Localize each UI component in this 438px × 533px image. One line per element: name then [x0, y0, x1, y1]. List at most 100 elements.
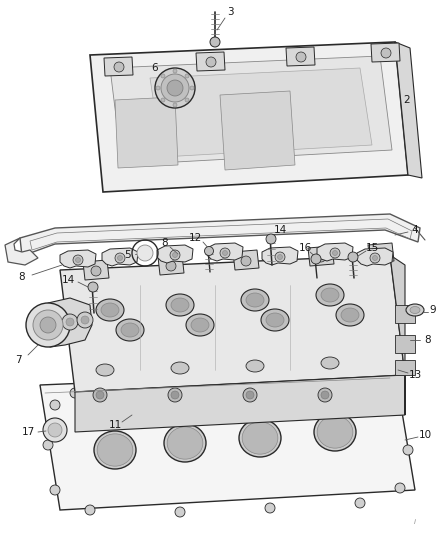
- Circle shape: [43, 418, 67, 442]
- Ellipse shape: [171, 362, 189, 374]
- Text: 4: 4: [411, 225, 417, 235]
- Circle shape: [190, 86, 194, 90]
- Circle shape: [354, 498, 364, 508]
- Circle shape: [88, 282, 98, 292]
- Bar: [394, 305, 414, 323]
- Circle shape: [161, 74, 165, 78]
- Circle shape: [85, 505, 95, 515]
- Circle shape: [26, 303, 70, 347]
- Ellipse shape: [316, 416, 352, 448]
- Ellipse shape: [405, 304, 423, 316]
- Ellipse shape: [240, 289, 268, 311]
- Ellipse shape: [409, 306, 419, 313]
- Text: 14: 14: [61, 275, 74, 285]
- Circle shape: [70, 388, 80, 398]
- Circle shape: [173, 103, 177, 107]
- Polygon shape: [219, 91, 294, 170]
- Polygon shape: [60, 255, 404, 392]
- Polygon shape: [157, 245, 193, 263]
- Circle shape: [332, 251, 337, 255]
- Circle shape: [62, 314, 78, 330]
- Circle shape: [155, 86, 159, 90]
- Polygon shape: [83, 260, 109, 280]
- Circle shape: [75, 257, 80, 262]
- Polygon shape: [158, 255, 184, 275]
- Circle shape: [50, 400, 60, 410]
- Circle shape: [114, 62, 124, 72]
- Circle shape: [184, 98, 189, 102]
- Text: i: i: [413, 519, 415, 525]
- Polygon shape: [90, 42, 407, 192]
- Text: 6: 6: [152, 63, 158, 73]
- Circle shape: [295, 52, 305, 62]
- Circle shape: [375, 249, 385, 259]
- Polygon shape: [261, 247, 297, 265]
- Circle shape: [73, 255, 83, 265]
- Polygon shape: [207, 243, 243, 261]
- Text: 15: 15: [364, 243, 378, 253]
- Circle shape: [245, 391, 254, 399]
- Circle shape: [115, 253, 125, 263]
- Circle shape: [372, 255, 377, 261]
- Circle shape: [347, 252, 357, 262]
- Polygon shape: [20, 214, 419, 256]
- Circle shape: [204, 246, 213, 255]
- Circle shape: [137, 245, 153, 261]
- Circle shape: [155, 380, 165, 390]
- Circle shape: [394, 405, 404, 415]
- Polygon shape: [367, 243, 393, 263]
- Ellipse shape: [121, 323, 139, 337]
- Ellipse shape: [238, 419, 280, 457]
- Text: 12: 12: [188, 233, 201, 243]
- Text: 5: 5: [124, 250, 131, 260]
- Ellipse shape: [335, 304, 363, 326]
- Polygon shape: [285, 47, 314, 66]
- Circle shape: [265, 503, 274, 513]
- Circle shape: [265, 234, 276, 244]
- Circle shape: [171, 391, 179, 399]
- Circle shape: [184, 74, 189, 78]
- Circle shape: [40, 317, 56, 333]
- Ellipse shape: [242, 422, 277, 454]
- Circle shape: [274, 252, 284, 262]
- Polygon shape: [233, 250, 258, 270]
- Polygon shape: [394, 42, 421, 178]
- Circle shape: [81, 316, 89, 324]
- Circle shape: [117, 255, 122, 261]
- Ellipse shape: [340, 308, 358, 322]
- Circle shape: [205, 57, 215, 67]
- Polygon shape: [42, 298, 92, 347]
- Ellipse shape: [96, 364, 114, 376]
- Circle shape: [168, 388, 182, 402]
- Polygon shape: [150, 68, 371, 157]
- Circle shape: [161, 98, 165, 102]
- Circle shape: [329, 248, 339, 258]
- Circle shape: [77, 312, 93, 328]
- Polygon shape: [370, 43, 399, 62]
- Bar: [394, 335, 414, 353]
- Polygon shape: [104, 57, 133, 76]
- Circle shape: [155, 68, 194, 108]
- Polygon shape: [110, 56, 391, 165]
- Circle shape: [230, 376, 240, 386]
- Text: 8: 8: [19, 272, 25, 282]
- Text: 8: 8: [161, 238, 168, 248]
- Polygon shape: [356, 248, 392, 266]
- Circle shape: [173, 69, 177, 73]
- Ellipse shape: [101, 303, 119, 317]
- Text: 3: 3: [226, 7, 233, 17]
- Ellipse shape: [186, 314, 213, 336]
- Polygon shape: [115, 97, 177, 168]
- Text: 16: 16: [298, 243, 311, 253]
- Circle shape: [170, 250, 180, 260]
- Polygon shape: [195, 52, 225, 71]
- Ellipse shape: [191, 318, 208, 332]
- Ellipse shape: [166, 294, 194, 316]
- Circle shape: [96, 391, 104, 399]
- Circle shape: [93, 388, 107, 402]
- Text: 7: 7: [14, 355, 21, 365]
- Text: 14: 14: [273, 225, 286, 235]
- Circle shape: [219, 248, 230, 258]
- Circle shape: [48, 423, 62, 437]
- Polygon shape: [5, 238, 38, 265]
